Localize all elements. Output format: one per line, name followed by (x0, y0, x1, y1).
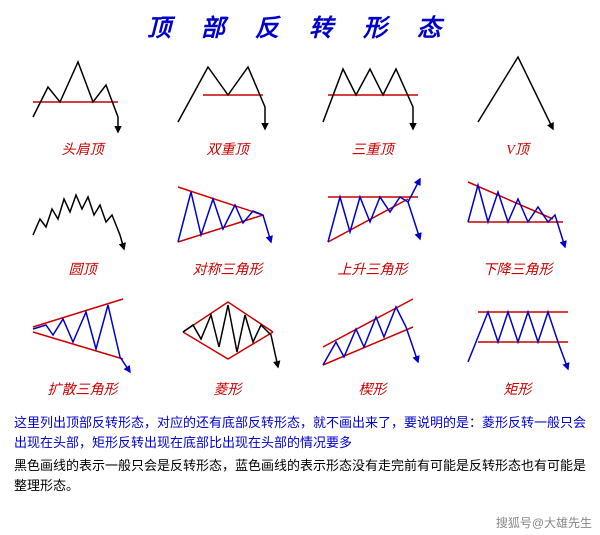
pattern-label: 三重顶 (352, 139, 394, 159)
v-top-chart (453, 47, 583, 137)
footer-note-black: 黑色画线的表示一般只会是反转形态，蓝色画线的表示形态没有走完前有可能是反转形态也… (14, 456, 586, 495)
pattern-wedge: 楔形 (300, 287, 445, 407)
pattern-sym-triangle: 对称三角形 (155, 167, 300, 287)
pattern-label: 扩散三角形 (48, 379, 118, 399)
pattern-label: 头肩顶 (62, 139, 104, 159)
round-top-chart (18, 167, 148, 257)
pattern-label: 双重顶 (207, 139, 249, 159)
pattern-label: 楔形 (359, 379, 387, 399)
pattern-head-shoulders: 头肩顶 (10, 47, 155, 167)
pattern-label: 对称三角形 (193, 259, 263, 279)
asc-triangle-chart (308, 167, 438, 257)
pattern-v-top: V顶 (445, 47, 590, 167)
pattern-round-top: 圆顶 (10, 167, 155, 287)
footer-text: 这里列出顶部反转形态，对应的还有底部反转形态，就不画出来了，要说明的是：菱形反转… (0, 407, 600, 495)
pattern-triple-top: 三重顶 (300, 47, 445, 167)
pattern-label: 菱形 (214, 379, 242, 399)
pattern-grid: 头肩顶 双重顶 三重顶 V顶圆顶 对称三角形 上升三角形 下降三角形扩散三角形 菱形 楔形 矩形 (0, 47, 600, 407)
pattern-label: 矩形 (504, 379, 532, 399)
diamond-chart (163, 287, 293, 377)
pattern-double-top: 双重顶 (155, 47, 300, 167)
pattern-label: V顶 (506, 139, 529, 159)
pattern-label: 圆顶 (69, 259, 97, 279)
pattern-label: 上升三角形 (338, 259, 408, 279)
rectangle-chart (453, 287, 583, 377)
double-top-chart (163, 47, 293, 137)
pattern-expanding-triangle: 扩散三角形 (10, 287, 155, 407)
sym-triangle-chart (163, 167, 293, 257)
watermark: 搜狐号@大雄先生 (496, 514, 592, 531)
pattern-rectangle: 矩形 (445, 287, 590, 407)
expanding-triangle-chart (18, 287, 148, 377)
pattern-asc-triangle: 上升三角形 (300, 167, 445, 287)
pattern-desc-triangle: 下降三角形 (445, 167, 590, 287)
triple-top-chart (308, 47, 438, 137)
footer-note-blue: 这里列出顶部反转形态，对应的还有底部反转形态，就不画出来了，要说明的是：菱形反转… (14, 413, 586, 452)
desc-triangle-chart (453, 167, 583, 257)
page-title: 顶 部 反 转 形 态 (0, 0, 600, 47)
pattern-label: 下降三角形 (483, 259, 553, 279)
pattern-diamond: 菱形 (155, 287, 300, 407)
head-shoulders-chart (18, 47, 148, 137)
wedge-chart (308, 287, 438, 377)
